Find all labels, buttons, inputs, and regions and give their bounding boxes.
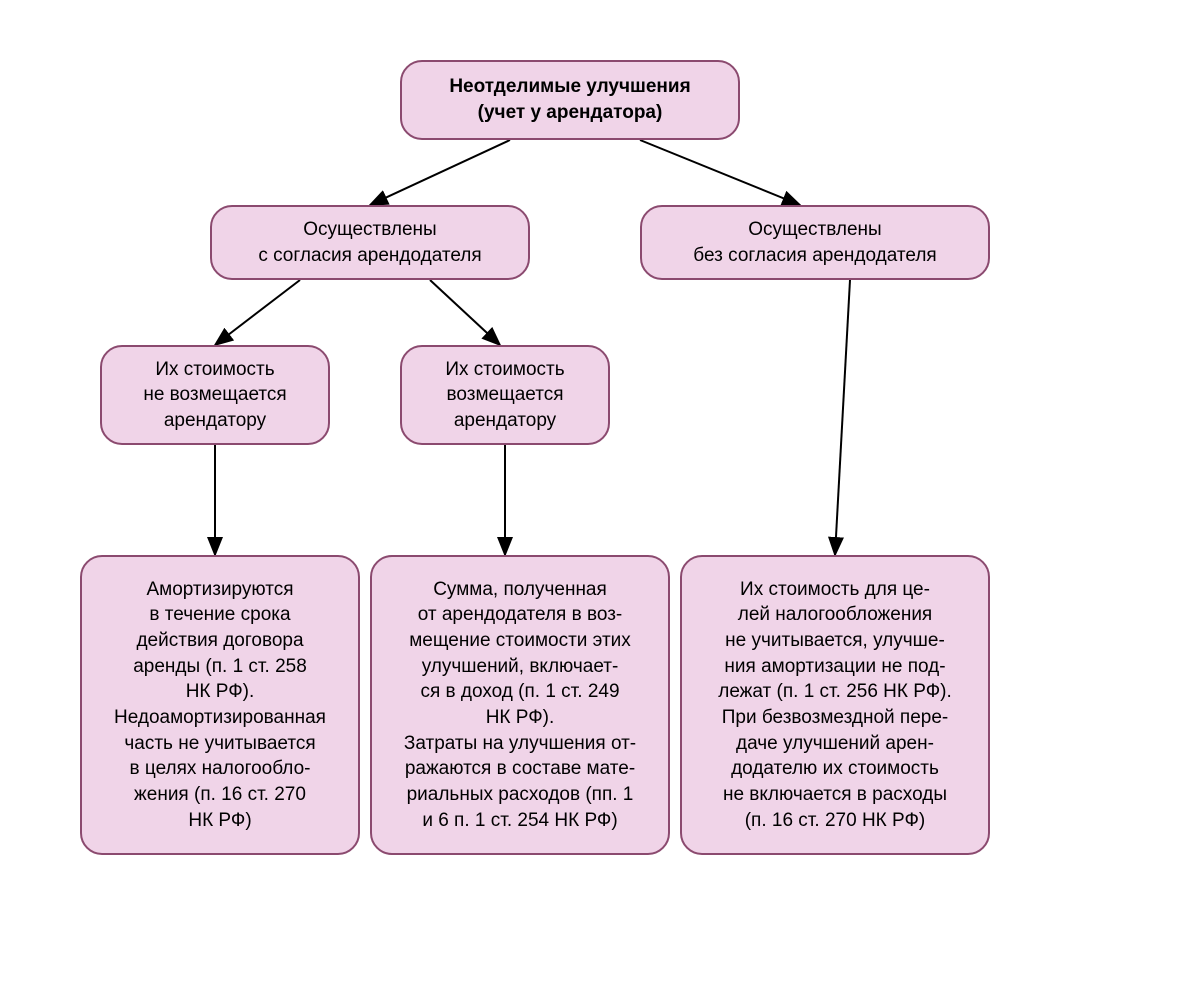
node-text: Их стоимостьне возмещаетсяарендатору xyxy=(143,357,286,434)
node-text: Сумма, полученнаяот арендодателя в воз-м… xyxy=(404,577,636,833)
node-leaf_3: Их стоимость для це-лей налогообложениян… xyxy=(680,555,990,855)
node-text: Осуществленыбез согласия арендодателя xyxy=(693,217,936,268)
edge-levelA_left-levelB_2 xyxy=(430,280,500,345)
node-levelB_1: Их стоимостьне возмещаетсяарендатору xyxy=(100,345,330,445)
node-levelA_left: Осуществленыс согласия арендодателя xyxy=(210,205,530,280)
node-leaf_1: Амортизируютсяв течение срокадействия до… xyxy=(80,555,360,855)
node-text: Неотделимые улучшения(учет у арендатора) xyxy=(449,74,690,125)
node-text: Их стоимостьвозмещаетсяарендатору xyxy=(445,357,564,434)
node-text: Их стоимость для це-лей налогообложениян… xyxy=(718,577,952,833)
edge-root-levelA_left xyxy=(370,140,510,205)
node-root: Неотделимые улучшения(учет у арендатора) xyxy=(400,60,740,140)
edge-root-levelA_right xyxy=(640,140,800,205)
node-leaf_2: Сумма, полученнаяот арендодателя в воз-м… xyxy=(370,555,670,855)
node-levelB_2: Их стоимостьвозмещаетсяарендатору xyxy=(400,345,610,445)
node-text: Осуществленыс согласия арендодателя xyxy=(258,217,481,268)
edge-levelA_right-leaf_3 xyxy=(835,280,850,555)
node-levelA_right: Осуществленыбез согласия арендодателя xyxy=(640,205,990,280)
edge-levelA_left-levelB_1 xyxy=(215,280,300,345)
node-text: Амортизируютсяв течение срокадействия до… xyxy=(114,577,326,833)
